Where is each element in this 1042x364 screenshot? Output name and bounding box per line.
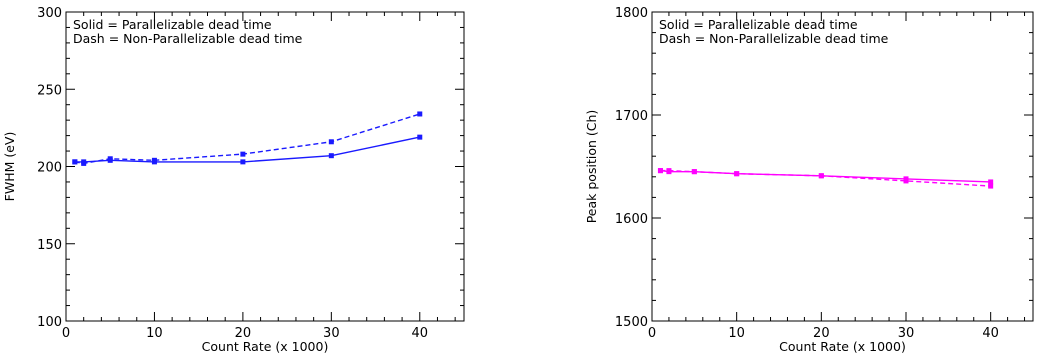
annotation-line: Dash = Non-Parallelizable dead time — [659, 31, 889, 46]
data-point-marker — [81, 160, 87, 166]
x-tick-label: 0 — [62, 326, 70, 341]
x-tick-label: 30 — [323, 326, 340, 341]
x-tick-label: 30 — [898, 326, 915, 341]
data-point-marker — [988, 179, 994, 185]
series-solid — [657, 168, 994, 185]
data-point-marker — [240, 159, 246, 165]
data-point-marker — [328, 153, 334, 159]
y-tick-label: 100 — [37, 315, 62, 330]
y-tick-label: 250 — [37, 83, 62, 98]
data-point-marker — [240, 151, 246, 157]
y-tick-label: 1700 — [615, 109, 648, 124]
data-point-marker — [417, 134, 423, 140]
x-tick-label: 20 — [235, 326, 252, 341]
y-tick-label: 1500 — [615, 315, 648, 330]
data-point-marker — [691, 169, 697, 175]
data-point-marker — [988, 183, 994, 189]
x-tick-label: 20 — [813, 326, 830, 341]
x-tick-label: 10 — [728, 326, 745, 341]
data-point-marker — [328, 139, 334, 145]
series-dashed — [657, 168, 994, 189]
data-point-marker — [657, 168, 663, 174]
x-tick-label: 40 — [412, 326, 429, 341]
y-tick-label: 1600 — [615, 212, 648, 227]
data-point-marker — [151, 157, 157, 163]
y-tick-label: 150 — [37, 238, 62, 253]
data-point-marker — [72, 159, 78, 165]
data-point-marker — [417, 111, 423, 117]
chart-1: 0 10 20 30 40 100 150 200 250 300 Count Rate (x 10… — [2, 6, 465, 354]
series-dashed — [72, 111, 423, 166]
y-tick-label: 300 — [37, 6, 62, 21]
series-line — [74, 113, 421, 165]
x-axis-title: Count Rate (x 1000) — [202, 339, 329, 354]
plot-frame — [651, 11, 1034, 322]
annotation-line: Dash = Non-Parallelizable dead time — [73, 31, 303, 46]
series-line — [74, 136, 420, 163]
series-line — [660, 169, 991, 187]
data-point-marker — [903, 178, 909, 184]
y-axis-title: FWHM (eV) — [2, 132, 17, 202]
data-point-marker — [107, 156, 113, 162]
x-axis-title: Count Rate (x 1000) — [779, 339, 906, 354]
data-point-marker — [818, 173, 824, 179]
x-tick-label: 10 — [146, 326, 163, 341]
y-tick-label: 200 — [37, 161, 62, 176]
annotation-line: Solid = Parallelizable dead time — [659, 17, 858, 32]
y-axis-title: Peak position (Ch) — [584, 110, 599, 224]
plot-frame — [65, 11, 465, 322]
annotation-line: Solid = Parallelizable dead time — [73, 17, 272, 32]
x-tick-label: 0 — [648, 326, 656, 341]
data-point-marker — [666, 168, 672, 174]
data-point-marker — [734, 171, 740, 177]
chart-2: 0 10 20 30 40 1500 1600 1700 1800 Count Rate (x 1… — [584, 6, 1034, 354]
y-tick-label: 1800 — [615, 6, 648, 21]
x-tick-label: 40 — [982, 326, 999, 341]
